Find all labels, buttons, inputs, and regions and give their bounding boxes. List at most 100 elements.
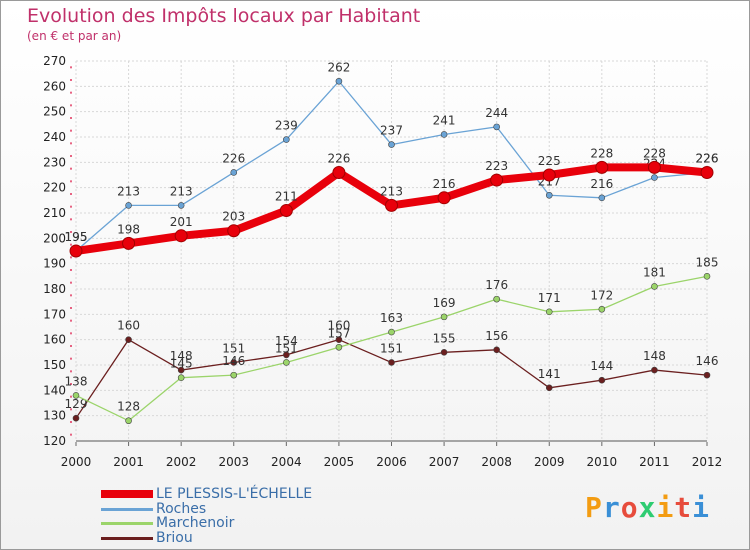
y-tick-label: 160 [43,333,66,347]
data-point [72,414,80,422]
legend-swatch [101,490,153,498]
data-label: 148 [170,349,193,363]
data-label: 128 [117,400,140,414]
chart-title: Evolution des Impôts locaux par Habitant [27,5,421,27]
logo-letter: t [674,491,693,524]
data-label: 144 [590,359,613,373]
data-point [440,131,448,138]
data-point [493,123,500,131]
legend-label: LE PLESSIS-L'ÉCHELLE [156,486,313,502]
data-label: 213 [117,184,140,198]
data-point [388,328,395,336]
y-tick-label: 190 [43,257,66,271]
data-label: 160 [327,319,350,333]
x-tick-label: 2010 [587,455,618,469]
data-point [335,336,343,343]
data-point [227,224,241,238]
x-tick-label: 2001 [113,455,144,469]
logo-letter: x [638,491,657,524]
data-point [388,359,395,366]
data-point [388,141,395,148]
y-tick-label: 200 [43,231,66,245]
data-label: 146 [222,354,245,368]
data-point [174,229,188,243]
data-point [125,417,132,425]
data-label: 181 [643,265,666,279]
data-label: 171 [538,291,561,305]
data-label: 129 [65,397,88,411]
data-point [595,160,609,174]
legend-swatch [101,522,153,525]
data-point [545,308,553,316]
data-point [230,359,238,366]
legend-item: Briou [101,529,361,547]
data-label: 216 [433,177,456,191]
data-point [335,343,343,351]
data-point [283,136,290,143]
data-point [437,191,451,205]
y-tick-label: 210 [43,206,66,220]
data-point [703,273,711,280]
legend-label: Briou [156,529,193,546]
data-label: 154 [275,334,298,348]
data-point [230,169,238,176]
data-point [545,384,553,392]
data-label: 138 [65,374,88,388]
y-tick-label: 130 [43,409,66,423]
data-label: 226 [696,151,719,165]
y-tick-label: 270 [43,54,66,68]
data-point [598,194,606,202]
data-point [490,173,504,187]
logo-letter: i [656,491,675,524]
data-label: 237 [380,124,403,138]
data-label: 226 [696,151,719,165]
data-point [493,295,500,303]
x-tick-label: 2003 [218,455,249,469]
data-point [440,313,448,321]
data-point [279,203,293,217]
y-tick-label: 230 [43,155,66,169]
data-point [72,392,80,399]
data-point [177,374,185,381]
data-label: 203 [222,210,245,224]
y-tick-label: 250 [43,105,66,119]
legend-item: LE PLESSIS-L'ÉCHELLE [101,486,361,503]
data-label: 223 [485,159,508,173]
data-point [69,244,83,258]
data-point [230,371,238,379]
data-label: 172 [590,288,613,302]
y-tick-label: 170 [43,307,66,321]
legend-item: Marchenoir [101,516,361,532]
data-label: 148 [643,349,666,363]
x-tick-label: 2007 [429,455,460,469]
data-point [122,236,136,250]
data-label: 198 [117,222,140,236]
data-point [125,202,132,209]
data-label: 244 [485,106,508,120]
logo-letter: o [620,491,639,524]
data-label: 226 [327,151,350,165]
y-tick-label: 120 [43,434,66,448]
x-tick-label: 2012 [692,455,723,469]
data-label: 151 [222,341,245,355]
y-tick-label: 260 [43,79,66,93]
data-point [177,366,185,374]
chart-subtitle: (en € et par an) [27,29,122,43]
y-tick-label: 220 [43,181,66,195]
data-label: 145 [170,357,193,371]
data-point [125,336,132,343]
data-point [651,366,658,374]
data-label: 163 [380,311,403,325]
data-point [598,305,606,313]
data-label: 151 [380,341,403,355]
y-tick-label: 180 [43,282,66,296]
proxiti-logo: Proxiti [585,491,710,524]
data-point [542,168,556,182]
data-label: 262 [327,60,350,74]
legend-swatch [101,536,153,540]
data-label: 213 [380,184,403,198]
data-label: 185 [696,255,719,269]
x-tick-label: 2004 [271,455,302,469]
data-point [651,174,658,181]
